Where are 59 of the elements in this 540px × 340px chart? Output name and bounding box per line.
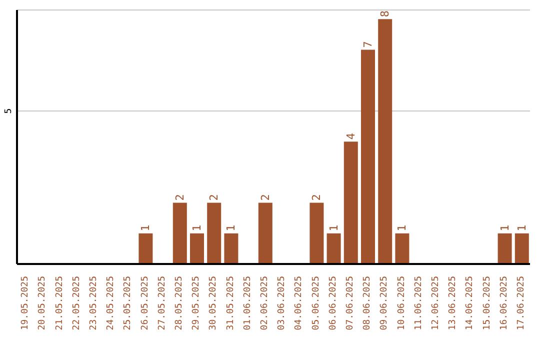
- x-tick-label: 25.05.2025: [123, 276, 134, 330]
- x-tick-label: 01.06.2025: [242, 276, 253, 330]
- bar: [378, 19, 392, 264]
- bar: [207, 202, 222, 264]
- x-tick-label: 21.05.2025: [54, 276, 65, 330]
- x-tick-label: 07.06.2025: [345, 276, 356, 330]
- x-tick-label: 15.06.2025: [482, 276, 492, 330]
- bar: [138, 233, 153, 264]
- data-label: 2: [258, 194, 272, 201]
- bar: [498, 233, 512, 264]
- x-tick-label: 16.06.2025: [499, 276, 510, 330]
- x-tick-label: 09.06.2025: [380, 276, 390, 330]
- bar: [395, 233, 410, 264]
- x-tick-label: 29.05.2025: [192, 276, 202, 330]
- x-tick-label: 11.06.2025: [414, 276, 424, 330]
- bar: [514, 233, 529, 264]
- bar: [258, 202, 272, 264]
- data-label: 2: [310, 194, 324, 201]
- x-tick-label: 30.05.2025: [208, 276, 219, 330]
- bar: [310, 202, 324, 264]
- x-tick-label: 12.06.2025: [430, 276, 441, 330]
- bar: [190, 233, 204, 264]
- x-tick-label: 02.06.2025: [260, 276, 270, 330]
- data-label: 1: [515, 224, 528, 232]
- x-tick-label: 20.05.2025: [38, 276, 48, 330]
- x-tick-label: 28.05.2025: [174, 276, 184, 330]
- x-tick-label: 23.05.2025: [88, 276, 99, 330]
- x-tick-label: 04.06.2025: [294, 276, 304, 330]
- bar: [326, 233, 341, 264]
- bar: [361, 50, 375, 264]
- data-label: 1: [498, 224, 512, 232]
- x-tick-label: 24.05.2025: [106, 276, 116, 330]
- data-label: 1: [190, 224, 204, 232]
- data-label: 8: [378, 10, 392, 18]
- bar: [172, 202, 187, 264]
- x-tick-label: 06.06.2025: [328, 276, 338, 330]
- x-tick-label: 13.06.2025: [448, 276, 458, 330]
- x-tick-label: 17.06.2025: [516, 276, 526, 330]
- x-tick-label: 05.06.2025: [311, 276, 322, 330]
- x-tick-label: 14.06.2025: [465, 276, 476, 330]
- bar: [344, 142, 358, 264]
- x-tick-label: 31.05.2025: [226, 276, 236, 330]
- data-label: 1: [396, 224, 409, 232]
- x-tick-label: 22.05.2025: [72, 276, 82, 330]
- y-tick-label: 5: [4, 108, 14, 114]
- data-label: 1: [327, 224, 340, 232]
- x-tick-label: 03.06.2025: [277, 276, 288, 330]
- data-label: 1: [139, 224, 152, 232]
- x-tick-label: 26.05.2025: [140, 276, 150, 330]
- data-label: 2: [173, 194, 186, 201]
- x-tick-label: 08.06.2025: [362, 276, 373, 330]
- bar: [224, 233, 238, 264]
- x-tick-label: 10.06.2025: [396, 276, 407, 330]
- data-label: 4: [344, 132, 358, 140]
- x-tick-label: 19.05.2025: [20, 276, 31, 330]
- x-tick-label: 27.05.2025: [157, 276, 168, 330]
- data-label: 2: [208, 194, 221, 201]
- data-label: 7: [362, 41, 374, 48]
- data-label: 1: [224, 224, 238, 232]
